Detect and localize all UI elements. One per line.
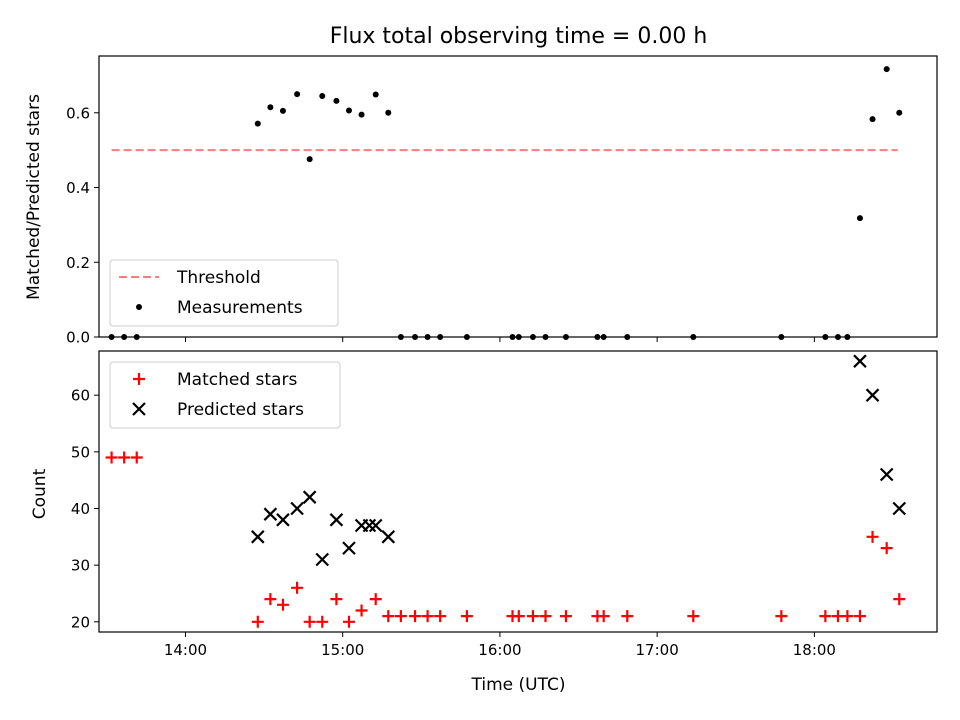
predicted-stars-point <box>315 552 330 567</box>
predicted-stars-point <box>290 501 304 516</box>
predicted-stars-point <box>276 513 290 527</box>
matched-stars-point <box>316 615 329 628</box>
bottom-y-tick-label: 30 <box>71 557 90 575</box>
matched-stars-point <box>342 615 355 628</box>
matched-stars-point <box>355 604 368 617</box>
measurements-point <box>358 111 365 118</box>
measurements-point <box>896 109 903 116</box>
matched-stars-point <box>460 610 473 623</box>
measurements-point <box>856 215 863 222</box>
predicted-stars-point <box>865 388 880 402</box>
measurements-point <box>306 156 313 163</box>
measurements-point <box>333 97 340 104</box>
top-y-tick-label: 0.2 <box>66 254 90 272</box>
matched-stars-point <box>526 610 539 623</box>
top-y-tick-label: 0.4 <box>66 179 90 197</box>
matched-stars-point <box>330 593 343 606</box>
bottom-y-tick-label: 40 <box>71 500 90 518</box>
measurements-point <box>254 120 261 127</box>
measurements-legend-swatch <box>136 304 142 310</box>
measurements-point <box>267 104 274 111</box>
matched-stars-point <box>291 581 304 594</box>
matched-stars-point <box>303 615 316 628</box>
matched-stars-point <box>512 610 525 623</box>
measurements-point <box>869 116 876 123</box>
matched-stars-point <box>105 451 118 464</box>
matched-stars-point <box>276 598 289 611</box>
measurements-point <box>372 91 379 98</box>
predicted-stars-point <box>251 530 265 544</box>
predicted-stars-point <box>853 354 867 368</box>
matched-stars-legend-swatch <box>133 373 145 385</box>
top-legend: Threshold Measurements <box>109 259 339 327</box>
matched-stars-point <box>251 615 264 628</box>
x-tick-label: 18:00 <box>793 641 836 659</box>
matched-stars-point <box>539 610 552 623</box>
x-axis-label: Time (UTC) <box>471 675 566 695</box>
bottom-y-tick-label: 60 <box>71 387 90 405</box>
matched-stars-point <box>853 610 866 623</box>
measurements-point <box>279 107 286 114</box>
matched-stars-point <box>819 610 832 623</box>
matched-stars-point <box>597 610 610 623</box>
top-panel: 0.0 0.2 0.4 0.6 Threshold Measurements <box>66 55 938 347</box>
matched-stars-point <box>130 451 143 464</box>
matched-stars-point <box>893 593 906 606</box>
threshold-legend-label: Threshold <box>176 268 261 288</box>
matched-stars-point <box>621 610 634 623</box>
matched-stars-point <box>421 610 434 623</box>
bottom-y-tick-label: 20 <box>71 613 90 631</box>
predicted-stars-point <box>263 507 278 521</box>
predicted-stars-point <box>342 541 356 555</box>
top-y-axis-label: Matched/Predicted stars <box>24 94 44 300</box>
chart-title: Flux total observing time = 0.00 h <box>330 24 708 49</box>
predicted-stars-point <box>368 518 383 533</box>
predicted-stars-point <box>329 513 344 527</box>
matched-stars-point <box>409 610 422 623</box>
measurements-point <box>883 66 890 73</box>
matched-stars-point <box>382 610 395 623</box>
measurements-point <box>385 109 392 116</box>
bottom-y-axis-label: Count <box>30 468 50 519</box>
bottom-legend-box <box>109 361 341 429</box>
matched-stars-point <box>687 610 700 623</box>
bottom-axes-frame <box>98 350 938 633</box>
bottom-panel: 20 30 40 50 60 14:00 15:00 16:00 17:00 18:00 Match… <box>71 350 938 659</box>
measurements-legend-label: Measurements <box>177 298 303 318</box>
matched-stars-point <box>775 610 788 623</box>
matched-stars-point <box>559 610 572 623</box>
measurements-point <box>345 107 352 114</box>
matched-stars-point <box>369 593 382 606</box>
top-y-tick-label: 0.0 <box>66 329 90 347</box>
predicted-stars-point <box>892 501 907 516</box>
matched-stars-legend-label: Matched stars <box>177 370 297 390</box>
bottom-y-tick-label: 50 <box>71 443 90 461</box>
bottom-legend: Matched stars Predicted stars <box>109 361 341 429</box>
matched-stars-point <box>118 451 131 464</box>
x-tick-label: 17:00 <box>636 641 679 659</box>
predicted-stars-point <box>381 530 396 544</box>
matched-stars-point <box>866 530 879 543</box>
matched-stars-point <box>434 610 447 623</box>
x-tick-label: 16:00 <box>478 641 521 659</box>
measurements-point <box>294 91 301 98</box>
predicted-stars-point <box>302 490 317 504</box>
matched-stars-point <box>880 542 893 555</box>
predicted-stars-legend-label: Predicted stars <box>177 400 304 420</box>
matched-stars-point <box>264 593 277 606</box>
top-axes-frame <box>98 55 938 338</box>
predicted-stars-point <box>362 518 377 533</box>
matched-stars-point <box>841 610 854 623</box>
x-tick-label: 14:00 <box>164 641 207 659</box>
top-y-tick-label: 0.6 <box>66 104 90 122</box>
x-tick-label: 15:00 <box>321 641 364 659</box>
predicted-stars-legend-swatch <box>132 402 146 416</box>
matched-stars-point <box>394 610 407 623</box>
measurements-point <box>319 92 326 99</box>
top-legend-box <box>109 259 339 327</box>
predicted-stars-point <box>879 467 894 482</box>
